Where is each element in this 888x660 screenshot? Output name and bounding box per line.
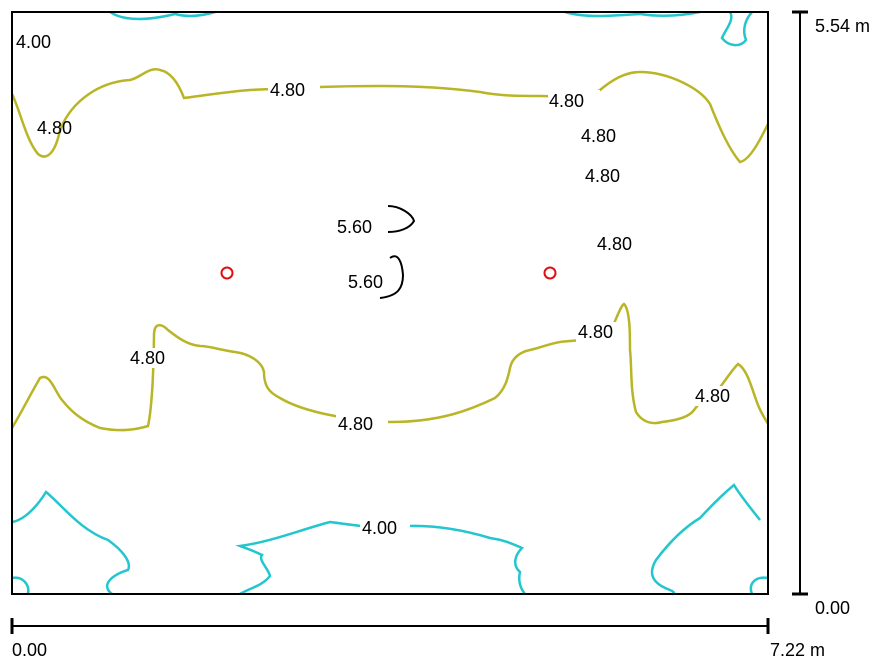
contour-labels: 4.00 4.80 4.80 4.80 4.80 4.80 4.80 5.60 … [16, 32, 745, 538]
contour-4-00-bottom-mid [235, 520, 526, 596]
luminaire-right-icon [543, 266, 557, 280]
contour-5-60-lower [379, 255, 405, 299]
height-origin-label: 0.00 [815, 598, 850, 618]
contour-label: 4.80 [597, 234, 632, 254]
contour-label: 4.80 [695, 386, 730, 406]
contour-4-00-bottom-left-corner [11, 576, 30, 595]
contour-4-80-lower [10, 302, 770, 432]
contours-4-80 [10, 67, 770, 432]
luminaire-left-icon [220, 266, 234, 280]
contours-4-00 [11, 10, 769, 596]
contour-5-60-upper [387, 205, 416, 233]
contour-label: 4.00 [362, 518, 397, 538]
contour-label: 4.00 [16, 32, 51, 52]
contour-4-00-bottom-left [11, 490, 131, 595]
room-outline [11, 11, 769, 595]
contour-label: 4.80 [130, 348, 165, 368]
contour-4-00-top-right [564, 10, 701, 18]
height-max-label: 5.54 m [815, 16, 870, 36]
height-dimension: 5.54 m 0.00 [792, 10, 870, 618]
contour-4-80-upper [10, 67, 770, 164]
contour-label: 4.80 [578, 322, 613, 342]
width-max-label: 7.22 m [770, 640, 825, 660]
contours-5-60 [379, 205, 416, 299]
contour-label: 4.80 [270, 80, 305, 100]
contour-label: 4.80 [338, 414, 373, 434]
contour-4-00-bottom-right [650, 483, 761, 596]
contour-label: 5.60 [348, 272, 383, 292]
width-dimension: 0.00 7.22 m [10, 618, 825, 660]
contour-4-00-bottom-right-corner [749, 576, 769, 595]
contour-4-00-top-corner [720, 11, 753, 47]
width-origin-label: 0.00 [12, 640, 47, 660]
contour-4-00-top-left [109, 10, 216, 21]
contour-label: 4.80 [581, 126, 616, 146]
contour-label: 5.60 [337, 217, 372, 237]
contour-label: 4.80 [549, 91, 584, 111]
contour-label: 4.80 [37, 118, 72, 138]
contour-label: 4.80 [585, 166, 620, 186]
